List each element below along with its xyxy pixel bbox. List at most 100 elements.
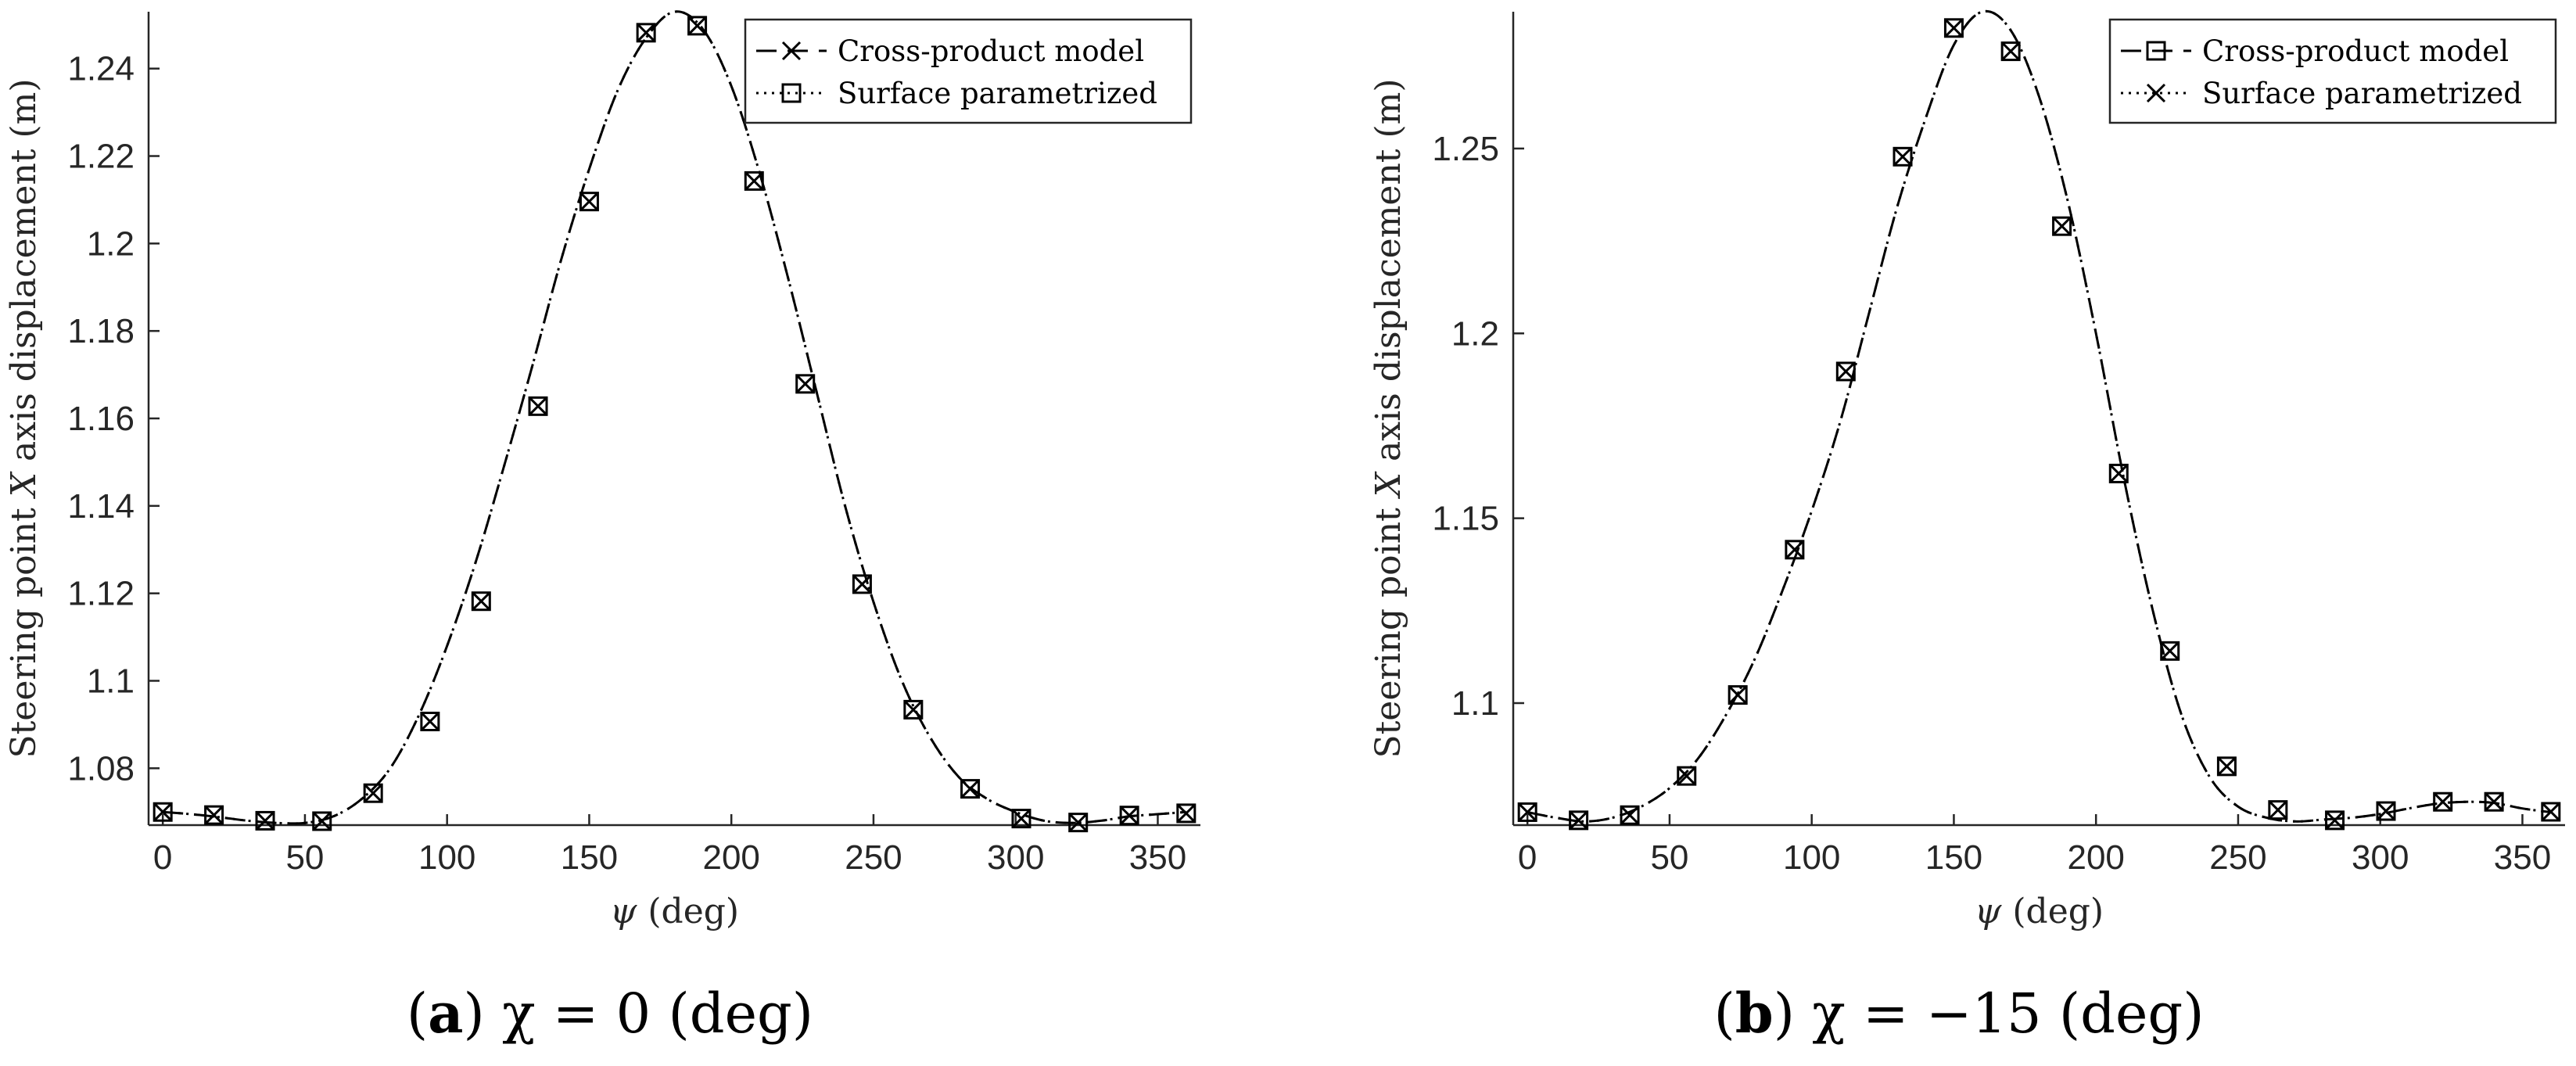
legend-box <box>744 18 1193 124</box>
series-0-marker <box>204 806 224 825</box>
series-0-marker <box>744 171 764 191</box>
series-0-marker <box>852 574 872 594</box>
series-0-marker <box>2541 802 2561 822</box>
y-tick-label: 1.24 <box>67 50 135 88</box>
series-line-0 <box>1527 9 2551 823</box>
series-0-marker <box>1176 803 1196 823</box>
chart-panel-b: 0 50 100 150 200 250 300 350 1.1 1.15 1.2 1.25 ψ (de… <box>1369 9 2565 1046</box>
series-1-marker <box>903 699 924 720</box>
series-1-marker <box>2485 792 2504 812</box>
series-1-marker <box>2052 217 2072 236</box>
series-0-marker <box>528 397 548 416</box>
series-1-marker <box>2160 641 2180 661</box>
series-1-marker <box>1119 806 1139 826</box>
series-line-1 <box>163 10 1186 825</box>
series-0-marker <box>579 192 599 211</box>
series-1-marker <box>312 811 332 831</box>
x-tick-label: 150 <box>1925 838 1982 877</box>
series-0-marker <box>1517 802 1537 822</box>
x-tick-label: 250 <box>845 838 902 877</box>
series-1-marker <box>636 23 656 43</box>
series-1-marker <box>255 810 275 831</box>
caption-paren-open: ( <box>1713 982 1735 1046</box>
series-1-marker <box>1176 803 1197 824</box>
y-tick-label: 1.08 <box>67 749 135 788</box>
series-0-marker <box>1785 540 1805 560</box>
series-0-marker <box>795 374 815 393</box>
series-1-marker <box>579 192 599 212</box>
series-0-marker <box>903 700 923 720</box>
figure-caption: (b) χ = −15 (deg) <box>1713 981 2204 1046</box>
y-tick-label: 1.2 <box>1451 314 1499 353</box>
series-line-1 <box>1527 9 2551 823</box>
series-1-marker <box>2001 41 2021 61</box>
series-0-marker <box>312 811 332 831</box>
x-axis-label-unit: (deg) <box>2001 892 2104 931</box>
x-tick-label: 350 <box>1129 838 1186 877</box>
series-1-marker <box>528 396 548 416</box>
series-0-marker <box>1120 806 1139 825</box>
series-0-marker <box>2216 756 2237 777</box>
figure-caption: (a) χ = 0 (deg) <box>407 981 813 1046</box>
x-axis-label: ψ (deg) <box>1975 892 2104 931</box>
y-axis-label: Steering point X axis displacement (m) <box>1369 78 1408 758</box>
series-0-marker <box>960 779 980 799</box>
series-1-marker <box>960 779 981 799</box>
x-tick-label: 350 <box>2494 838 2551 877</box>
series-1-marker <box>795 374 816 394</box>
series-1-marker <box>1785 540 1804 559</box>
caption-paren-open: ( <box>407 982 428 1046</box>
x-tick-label: 0 <box>1518 838 1537 877</box>
series-0-marker <box>1011 809 1031 828</box>
y-tick-label: 1.2 <box>87 224 135 263</box>
series-0-marker <box>1620 805 1640 825</box>
series-0-marker <box>2000 41 2021 62</box>
series-0-marker <box>687 16 707 35</box>
series-0-marker <box>2052 216 2072 236</box>
x-axis-label-unit: (deg) <box>637 892 739 931</box>
series-1-marker <box>1518 802 1537 822</box>
caption-paren-close: ) <box>1774 982 1813 1046</box>
series-0-marker <box>2108 463 2129 483</box>
legend-marker <box>2146 41 2166 61</box>
series-1-marker <box>2376 801 2396 821</box>
series-0-marker <box>153 802 173 822</box>
series-1-marker <box>744 170 764 191</box>
series-line-0 <box>163 10 1186 825</box>
series-0-marker <box>2376 801 2396 821</box>
series-1-marker <box>1677 766 1696 786</box>
series-0-marker <box>1835 361 1856 382</box>
y-axis-label-suffix: axis displacement (m) <box>4 78 44 472</box>
legend-label: Cross-product model <box>2202 34 2509 68</box>
series-0-marker <box>1569 810 1589 831</box>
series-1-marker <box>363 783 383 803</box>
series-1-marker <box>852 574 872 594</box>
legend-label: Surface parametrized <box>838 77 1157 110</box>
series-0-marker <box>2268 800 2288 820</box>
y-tick-label: 1.1 <box>1451 684 1499 723</box>
y-axis-label-symbol: X <box>1369 471 1408 499</box>
legend-box <box>2108 18 2557 124</box>
y-tick-label: 1.22 <box>67 138 135 176</box>
series-0-marker <box>420 712 439 731</box>
series-1-marker <box>471 591 491 612</box>
series-0-marker <box>1068 813 1088 832</box>
series-1-marker <box>2541 802 2560 822</box>
legend-marker <box>781 83 802 103</box>
y-tick-label: 1.14 <box>67 487 135 526</box>
x-tick-label: 100 <box>418 838 475 877</box>
series-1-marker <box>1068 813 1089 833</box>
legend-marker <box>2146 83 2166 103</box>
series-1-marker <box>687 16 708 36</box>
series-0-marker <box>1677 766 1697 786</box>
y-tick-label: 1.16 <box>67 400 135 438</box>
x-tick-label: 50 <box>285 838 324 877</box>
series-1-marker <box>420 711 440 731</box>
series-0-marker <box>255 811 275 831</box>
y-axis-label: Steering point X axis displacement (m) <box>4 78 44 758</box>
series-0-marker <box>1727 685 1748 705</box>
chart-panel-a: 0 50 100 150 200 250 300 350 1.08 1.1 1.12 1.14 1.16… <box>4 10 1200 1046</box>
y-tick-label: 1.25 <box>1432 130 1499 168</box>
series-1-marker <box>1893 147 1913 167</box>
legend-label: Surface parametrized <box>2202 77 2522 110</box>
